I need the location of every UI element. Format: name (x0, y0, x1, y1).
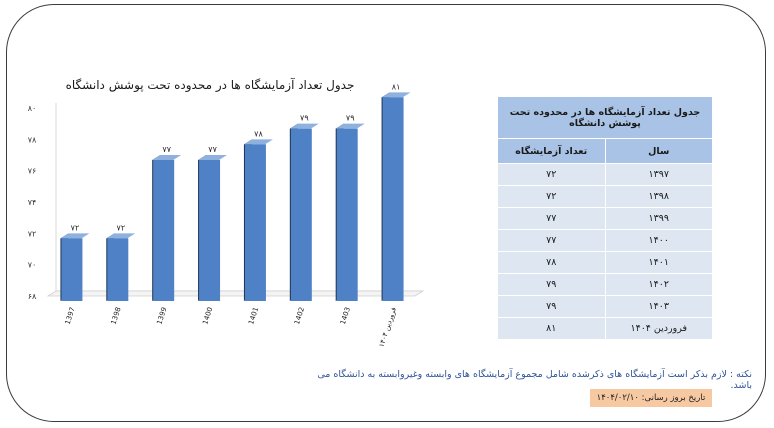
table-cell-count: ۷۹ (497, 273, 606, 296)
table-cell-count: ۷۷ (497, 229, 606, 252)
table-cell-year: فروردین ۱۴۰۴ (604, 317, 713, 340)
table-header-count: تعداد آزمایشگاه (497, 138, 606, 164)
data-label: ۷۸ (254, 129, 263, 138)
bar (107, 238, 129, 301)
table-cell-year: ۱۳۹۹ (604, 207, 713, 230)
table-row: ۱۳۹۸ ۷۲ (497, 185, 713, 208)
table-cell-year: ۱۴۰۳ (604, 295, 713, 318)
y-tick-label: ۷۸ (28, 135, 37, 144)
table-row: ۱۴۰۳ ۷۹ (497, 295, 713, 318)
x-tick-label: 1399 (155, 306, 168, 325)
table-cell-count: ۷۸ (497, 251, 606, 274)
data-label: ۷۷ (208, 145, 217, 154)
lab-count-table: جدول تعداد آزمایشگاه ها در محدوده تحت پو… (497, 96, 713, 340)
table-header-year: سال (604, 138, 713, 164)
table-cell-count: ۷۲ (497, 163, 606, 186)
table-row: ۱۳۹۷ ۷۲ (497, 163, 713, 186)
bar-top (198, 155, 228, 160)
bar-top (243, 139, 273, 145)
table-row: فروردین ۱۴۰۴ ۸۱ (497, 317, 713, 340)
bar (290, 128, 312, 301)
bar (244, 144, 266, 301)
bar (199, 160, 221, 301)
table-cell-count: ۷۹ (497, 295, 606, 318)
chart-title: جدول تعداد آزمایشگاه ها در محدوده تحت پو… (65, 78, 355, 92)
x-tick-label: 1402 (293, 306, 306, 325)
bar (153, 160, 175, 301)
x-tick-label: فروردین ۱۴۰۴ (377, 306, 397, 348)
x-tick-label: 1397 (64, 306, 77, 325)
bar-top (381, 92, 411, 98)
data-label: ۷۹ (346, 114, 355, 123)
y-tick-label: ۷۶ (28, 167, 37, 176)
table-cell-year: ۱۴۰۲ (604, 273, 713, 296)
table-cell-year: ۱۴۰۱ (604, 251, 713, 274)
table-cell-year: ۱۴۰۰ (604, 229, 713, 252)
bar (61, 238, 83, 301)
x-tick-label: 1398 (110, 306, 123, 325)
data-label: ۷۹ (300, 114, 309, 123)
y-tick-label: ۷۰ (28, 261, 37, 270)
y-tick-label: ۷۲ (28, 229, 37, 238)
bar-top (60, 233, 90, 239)
table-cell-count: ۷۲ (497, 185, 606, 208)
table-row: ۱۴۰۰ ۷۷ (497, 229, 713, 252)
plot-floor (46, 290, 425, 297)
y-tick-label: ۸۰ (28, 104, 37, 113)
data-label: ۸۱ (392, 82, 401, 91)
data-label: ۷۲ (71, 223, 80, 232)
bar-top (106, 233, 136, 239)
x-tick-label: 1401 (247, 306, 260, 325)
data-label: ۷۲ (117, 223, 126, 232)
bar-top (335, 123, 365, 129)
bar-top (289, 123, 319, 129)
table-cell-year: ۱۳۹۸ (604, 185, 713, 208)
footnote: نکته : لازم بذکر است آزمایشگاه های ذکرشد… (317, 369, 752, 391)
table-cell-count: ۸۱ (497, 317, 606, 340)
y-tick-label: ۷۴ (28, 198, 37, 207)
bar-top (152, 155, 182, 160)
x-tick-label: 1400 (201, 306, 214, 325)
bar (336, 128, 358, 301)
data-label: ۷۷ (162, 145, 171, 154)
y-tick-label: ۶۸ (28, 292, 37, 301)
table-row: ۱۴۰۲ ۷۹ (497, 273, 713, 296)
table-row: ۱۴۰۱ ۷۸ (497, 251, 713, 274)
table-cell-count: ۷۷ (497, 207, 606, 230)
update-date-badge: تاریخ بروز رسانی: ۱۴۰۴/۰۲/۱۰ (590, 389, 712, 407)
x-tick-label: 1403 (339, 306, 352, 325)
bar (382, 97, 404, 301)
table-caption: جدول تعداد آزمایشگاه ها در محدوده تحت پو… (497, 96, 713, 139)
table-row: ۱۳۹۹ ۷۷ (497, 207, 713, 230)
card-frame (6, 4, 766, 422)
table-cell-year: ۱۳۹۷ (604, 163, 713, 186)
